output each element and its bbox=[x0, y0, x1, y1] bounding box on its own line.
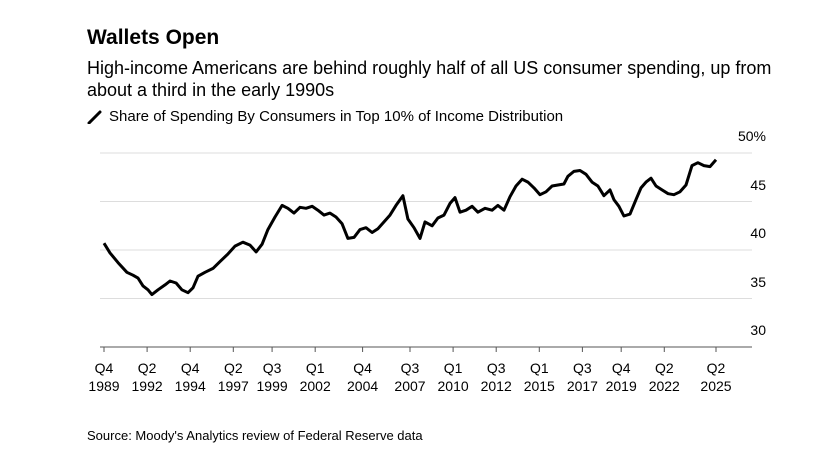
y-tick-label: 40 bbox=[750, 225, 766, 241]
x-tick-label: Q1 2002 bbox=[299, 360, 331, 394]
x-tick-label: Q3 2017 bbox=[566, 360, 598, 394]
y-tick-label: 35 bbox=[750, 273, 766, 290]
x-tick-label: Q1 2015 bbox=[523, 360, 555, 394]
source: Source: Moody's Analytics review of Fede… bbox=[87, 428, 423, 443]
x-tick-label: Q3 2007 bbox=[394, 360, 426, 394]
x-tick-label: Q3 1999 bbox=[256, 360, 288, 394]
x-tick-label: Q3 2012 bbox=[480, 360, 512, 394]
y-tick-label: 45 bbox=[750, 176, 766, 193]
legend: Share of Spending By Consumers in Top 10… bbox=[87, 108, 563, 125]
y-tick-label: 30 bbox=[750, 322, 766, 338]
chart-subtitle: High-income Americans are behind roughly… bbox=[87, 58, 772, 100]
legend-swatch bbox=[87, 110, 102, 124]
x-tick-label: Q4 2004 bbox=[347, 360, 379, 394]
x-tick-label: Q4 2019 bbox=[605, 360, 637, 394]
legend-label: Share of Spending By Consumers in Top 10… bbox=[109, 108, 564, 125]
chart-title: Wallets Open bbox=[87, 26, 220, 49]
data-line bbox=[102, 158, 718, 297]
x-tick-label: Q4 1989 bbox=[88, 360, 120, 394]
y-tick-label: 50% bbox=[737, 128, 766, 144]
x-tick-label: Q2 1992 bbox=[131, 360, 163, 394]
x-tick-label: Q1 2010 bbox=[437, 360, 469, 394]
x-tick-label: Q2 2022 bbox=[648, 360, 680, 394]
x-tick-label: Q2 1997 bbox=[217, 360, 249, 394]
x-tick-label: Q2 2025 bbox=[700, 360, 732, 394]
x-tick-label: Q4 1994 bbox=[174, 360, 206, 394]
